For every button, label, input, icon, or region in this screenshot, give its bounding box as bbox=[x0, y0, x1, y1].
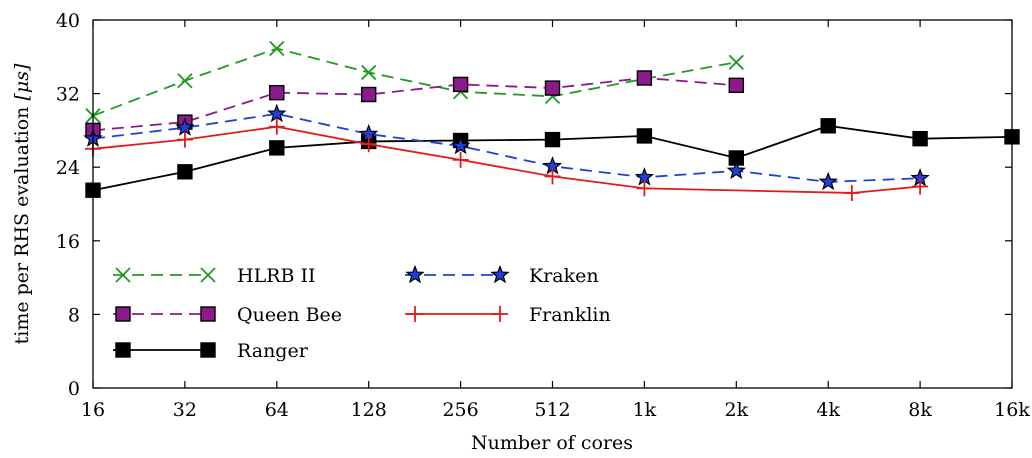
ticks-layer: 16 32 64 128 256 512 1k 2k 4k 8k 16k 0 8 16 24 32 40 bbox=[56, 10, 1031, 421]
series-line-hlrb-ii bbox=[92, 47, 737, 117]
point-ranger-6 bbox=[636, 128, 653, 144]
series-franklin bbox=[85, 118, 929, 201]
point-ranger-5 bbox=[544, 131, 561, 148]
x-tick-label-64: 64 bbox=[265, 399, 289, 421]
point-ranger-8 bbox=[820, 118, 836, 134]
legend-marker-start-ranger bbox=[115, 342, 131, 358]
x-tick-label-4k: 4k bbox=[816, 399, 840, 421]
point-ranger-1 bbox=[177, 164, 193, 180]
legend-label-kraken: Kraken bbox=[529, 265, 599, 287]
x-tick-label-128: 128 bbox=[351, 399, 387, 421]
x-tick-label-2k: 2k bbox=[724, 399, 748, 421]
series-line-queen-bee bbox=[92, 77, 737, 132]
point-queen-bee-5 bbox=[544, 80, 561, 96]
legend-item-queen-bee: Queen Bee bbox=[113, 304, 342, 326]
point-kraken-7 bbox=[726, 160, 746, 180]
legend-item-kraken: Kraken bbox=[405, 264, 599, 287]
legend-label-franklin: Franklin bbox=[529, 304, 611, 326]
legend-marker-end-hlrb-ii-stroke-b bbox=[200, 267, 216, 283]
point-franklin-8 bbox=[912, 178, 929, 195]
plot-frame bbox=[92, 19, 1013, 389]
x-tick-label-256: 256 bbox=[442, 399, 478, 421]
point-hlrb-ii-2 bbox=[269, 40, 285, 57]
y-tick-label-16: 16 bbox=[56, 231, 80, 253]
legend-marker-end-franklin bbox=[492, 306, 508, 322]
point-queen-bee-7 bbox=[728, 77, 744, 94]
y-axis-title-text: time per RHS evaluation bbox=[11, 101, 33, 345]
series-kraken bbox=[83, 103, 930, 191]
point-franklin-4 bbox=[452, 151, 469, 168]
point-franklin-5 bbox=[544, 168, 561, 185]
legend-marker-end-queen-bee bbox=[200, 306, 216, 322]
legend-marker-end-ranger bbox=[200, 342, 216, 358]
point-queen-bee-2 bbox=[269, 84, 285, 101]
point-franklin-7 bbox=[843, 184, 860, 201]
x-tick-label-512: 512 bbox=[534, 399, 570, 421]
point-ranger-2 bbox=[269, 140, 285, 156]
series-line-kraken bbox=[92, 112, 921, 183]
y-tick-label-0: 0 bbox=[68, 378, 80, 400]
point-kraken-2 bbox=[267, 103, 287, 123]
point-franklin-1 bbox=[176, 131, 193, 148]
legend-item-franklin: Franklin bbox=[405, 304, 611, 326]
point-franklin-2 bbox=[268, 118, 285, 135]
point-kraken-8 bbox=[818, 171, 838, 191]
point-franklin-3 bbox=[360, 136, 377, 153]
y-tick-label-32: 32 bbox=[56, 84, 80, 106]
point-queen-bee-4 bbox=[452, 76, 469, 93]
y-axis-title-unit: [μs] bbox=[11, 63, 33, 101]
legend-marker-start-hlrb-ii-stroke-b bbox=[115, 267, 131, 283]
y-axis-title: time per RHS evaluation [μs] bbox=[11, 63, 33, 344]
legend-label-hlrb-ii: HLRB II bbox=[237, 265, 316, 287]
series-layer bbox=[83, 40, 1020, 201]
legend: HLRB II Queen Bee Ranger Kraken Franklin bbox=[113, 264, 611, 362]
point-queen-bee-3 bbox=[361, 86, 377, 103]
x-tick-label-16: 16 bbox=[81, 399, 105, 421]
point-ranger-9 bbox=[912, 130, 928, 147]
y-tick-label-24: 24 bbox=[56, 157, 80, 179]
point-hlrb-ii-7-stroke-b bbox=[728, 54, 744, 70]
x-axis-title: Number of cores bbox=[471, 432, 633, 454]
legend-marker-start-queen-bee bbox=[115, 306, 131, 322]
point-hlrb-ii-2-stroke-b bbox=[269, 40, 285, 57]
point-hlrb-ii-3-stroke-b bbox=[361, 64, 377, 81]
legend-marker-end-kraken bbox=[490, 264, 510, 284]
point-hlrb-ii-3 bbox=[361, 64, 377, 81]
legend-marker-end-hlrb-ii bbox=[200, 267, 216, 283]
legend-marker-start-franklin bbox=[407, 306, 423, 322]
point-queen-bee-6 bbox=[636, 70, 653, 86]
y-tick-label-40: 40 bbox=[56, 10, 80, 32]
x-tick-label-8k: 8k bbox=[908, 399, 932, 421]
x-tick-label-1k: 1k bbox=[633, 399, 657, 421]
point-hlrb-ii-1 bbox=[177, 73, 193, 89]
legend-item-ranger: Ranger bbox=[113, 340, 309, 362]
point-kraken-1 bbox=[175, 117, 195, 136]
legend-label-ranger: Ranger bbox=[237, 340, 309, 362]
point-franklin-6 bbox=[636, 180, 653, 197]
legend-label-queen-bee: Queen Bee bbox=[237, 304, 342, 326]
point-hlrb-ii-7 bbox=[728, 54, 744, 70]
y-tick-label-8: 8 bbox=[68, 304, 80, 326]
legend-marker-start-kraken bbox=[405, 264, 425, 284]
legend-item-hlrb-ii: HLRB II bbox=[113, 265, 316, 287]
point-kraken-4 bbox=[450, 135, 471, 155]
x-tick-label-32: 32 bbox=[173, 399, 197, 421]
x-tick-label-16k: 16k bbox=[994, 399, 1030, 421]
point-hlrb-ii-1-stroke-b bbox=[177, 73, 193, 89]
legend-marker-start-hlrb-ii bbox=[115, 267, 131, 283]
